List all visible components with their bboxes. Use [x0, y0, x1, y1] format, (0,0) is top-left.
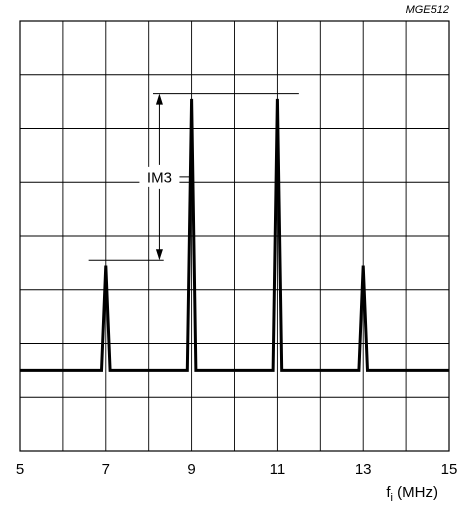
figure-code: MGE512: [406, 4, 449, 16]
reference-lines: [88, 93, 299, 261]
x-tick-label: 11: [270, 461, 286, 478]
x-tick-label: 7: [102, 461, 110, 478]
x-tick-label: 9: [187, 461, 195, 478]
x-tick-label: 5: [16, 461, 24, 478]
arrow-up-icon: [155, 93, 163, 105]
x-tick-label: 13: [355, 461, 372, 478]
im3-annotation: IM3: [139, 93, 192, 261]
x-axis-label: fi (MHz): [386, 484, 438, 504]
spectrum-trace: [20, 98, 449, 372]
annotation-label: IM3: [147, 169, 172, 186]
annotation-label-bg: [139, 166, 180, 187]
arrow-down-icon: [155, 249, 163, 261]
x-tick-label: 15: [441, 461, 458, 478]
grid: [19, 20, 450, 452]
x-tick-labels: 5 7 9 11 13 15: [16, 461, 458, 478]
